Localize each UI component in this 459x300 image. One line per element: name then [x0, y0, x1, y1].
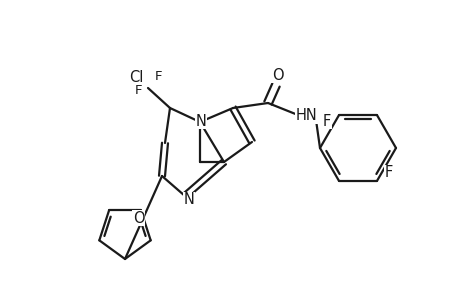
Text: F: F — [135, 85, 142, 98]
Text: N: N — [195, 113, 206, 128]
Text: F: F — [155, 70, 162, 83]
Text: HN: HN — [296, 109, 317, 124]
Text: O: O — [272, 68, 283, 82]
Text: O: O — [133, 211, 145, 226]
Text: N: N — [183, 193, 194, 208]
Text: F: F — [384, 165, 392, 180]
Text: F: F — [322, 114, 330, 129]
Text: Cl: Cl — [129, 70, 143, 85]
